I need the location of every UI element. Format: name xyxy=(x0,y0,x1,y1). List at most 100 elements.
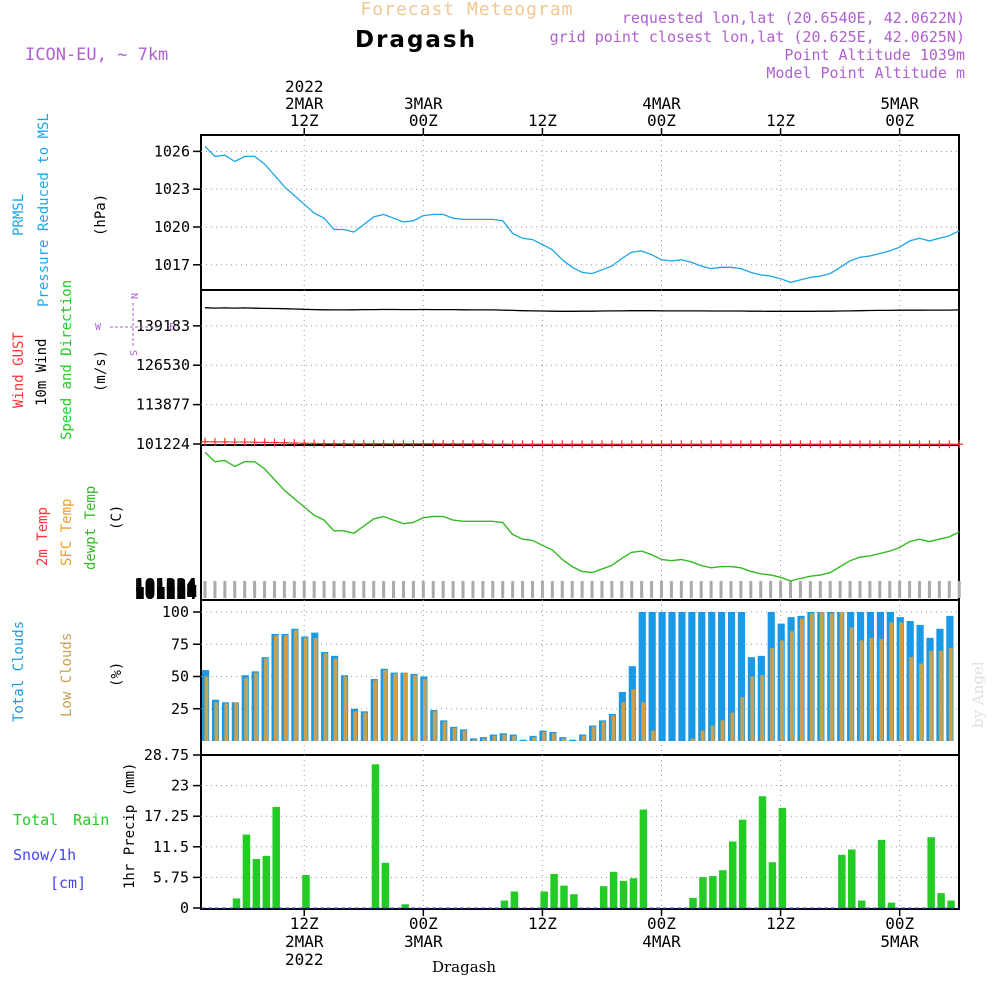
low-cloud-bar xyxy=(531,737,536,741)
time-label-bottom: 12Z xyxy=(528,914,557,933)
rain-bar xyxy=(689,897,697,908)
cloud-tick-label: 100 xyxy=(162,603,189,621)
compass-rose-icon: N S W E xyxy=(95,293,175,356)
wind-panel xyxy=(200,289,960,446)
low-cloud-bar xyxy=(948,648,953,741)
low-cloud-bar xyxy=(899,622,904,741)
low-cloud-bar xyxy=(760,675,765,741)
low-cloud-bar xyxy=(472,739,477,741)
total-cloud-bar xyxy=(668,612,676,741)
grid xyxy=(193,128,959,916)
compass-north: N xyxy=(128,293,139,299)
time-label-top: 3MAR xyxy=(404,94,443,113)
time-label-bottom: 2022 xyxy=(285,950,324,969)
wind-unit: (m/s) xyxy=(93,350,109,392)
snow-label: Snow/1h xyxy=(13,846,76,864)
low-cloud-bar xyxy=(422,679,427,741)
low-cloud-bar xyxy=(244,677,249,741)
time-label-bottom: 3MAR xyxy=(404,932,443,951)
precip-unit: 1hr Precip (mm) xyxy=(122,763,138,889)
low-cloud-bar xyxy=(452,728,457,741)
low-cloud-bar xyxy=(790,631,794,741)
low-cloud-bar xyxy=(869,637,874,741)
temp-2m-label: 2m Temp xyxy=(35,507,51,566)
cloud-tick-label: 50 xyxy=(171,668,189,686)
low-cloud-bar xyxy=(373,680,378,741)
low-cloud-bar xyxy=(849,627,854,741)
low-cloud-bar xyxy=(928,650,933,741)
total-cloud-bar xyxy=(638,612,646,741)
rain-bar xyxy=(768,862,777,908)
low-cloud-bar xyxy=(541,731,546,741)
low-cloud-bar xyxy=(333,658,338,741)
low-cloud-bar xyxy=(611,715,616,741)
rain-bar xyxy=(302,875,310,908)
precip-tick-label: 11.5 xyxy=(153,838,189,856)
watermark: by Angel xyxy=(969,661,987,728)
low-cloud-bar xyxy=(730,712,735,741)
dewpt-label: dewpt Temp xyxy=(83,486,99,570)
low-cloud-bar xyxy=(343,676,348,741)
total-rain-label: Total Rain xyxy=(13,811,109,829)
low-cloud-bar xyxy=(591,726,596,741)
time-label-bottom: 4MAR xyxy=(642,932,681,951)
rain-bar xyxy=(609,871,618,908)
rain-bar xyxy=(699,877,707,908)
precip-panel xyxy=(200,754,960,910)
low-cloud-bar xyxy=(283,635,288,741)
total-cloud-bar xyxy=(678,612,686,741)
rain-bar xyxy=(540,891,548,908)
time-label-top: 4MAR xyxy=(642,94,681,113)
temp-unit: (C) xyxy=(109,505,125,530)
pressure-tick-label: 1017 xyxy=(154,256,190,274)
low-cloud-bar xyxy=(293,630,298,741)
low-cloud-bar xyxy=(214,702,219,741)
low-cloud-bar xyxy=(313,637,318,741)
low-clouds-label: Low Clouds xyxy=(59,633,75,717)
wind-tick-label: 139183 xyxy=(136,317,190,335)
location-title: Dragash xyxy=(355,27,477,53)
low-cloud-bar xyxy=(919,663,923,741)
time-label-top: 00Z xyxy=(885,111,914,130)
low-cloud-bar xyxy=(442,721,447,741)
low-cloud-bar xyxy=(492,735,497,741)
temp-tick-label: 101224 xyxy=(134,583,197,601)
rain-bar xyxy=(500,900,509,908)
time-label-top: 00Z xyxy=(647,111,676,130)
low-cloud-bar xyxy=(581,735,586,741)
low-cloud-bar xyxy=(393,673,398,741)
direction-label: Speed and Direction xyxy=(59,280,75,440)
time-label-top: 00Z xyxy=(409,111,438,130)
cm-label: [cm] xyxy=(50,874,86,892)
pressure-tick-label: 1023 xyxy=(154,180,190,198)
total-cloud-bar xyxy=(698,612,706,741)
pressure-panel xyxy=(200,134,960,291)
low-cloud-bar xyxy=(264,658,269,741)
super-title: Forecast Meteogram xyxy=(360,0,573,20)
pressure-tick-label: 1026 xyxy=(154,142,190,160)
temp-tick-label: 101224 xyxy=(134,581,197,599)
total-cloud-bar xyxy=(727,612,736,741)
low-cloud-bar xyxy=(770,648,775,741)
low-cloud-bar xyxy=(412,675,417,741)
low-cloud-bar xyxy=(651,730,656,741)
total-cloud-bar xyxy=(519,739,527,741)
low-cloud-bar xyxy=(363,712,368,741)
rain-bar xyxy=(719,870,727,908)
low-cloud-bar xyxy=(879,639,884,741)
low-cloud-bar xyxy=(224,703,229,741)
precip-tick-label: 17.25 xyxy=(144,807,189,825)
low-cloud-bar xyxy=(641,702,646,741)
time-label-top: 2MAR xyxy=(285,94,324,113)
total-cloud-bar xyxy=(718,612,726,741)
pressure-line xyxy=(204,145,960,284)
pressure-unit: (hPa) xyxy=(93,194,109,236)
temp-panel xyxy=(200,444,960,601)
low-cloud-bar xyxy=(710,725,715,741)
rain-bar xyxy=(242,834,251,908)
time-label-bottom: 00Z xyxy=(647,914,676,933)
low-cloud-bar xyxy=(402,672,407,741)
time-label-top: 12Z xyxy=(766,111,795,130)
low-cloud-bar xyxy=(204,676,209,741)
low-cloud-bar xyxy=(551,733,556,741)
